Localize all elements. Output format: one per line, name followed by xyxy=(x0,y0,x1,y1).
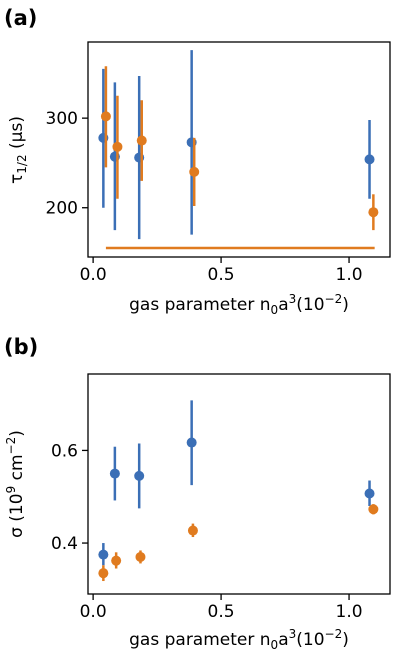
panel-a-x-ticks: 0.0 0.5 1.0 xyxy=(80,257,363,285)
orange-data-point xyxy=(100,111,111,122)
y-tick-label: 0.6 xyxy=(51,441,78,461)
orange-data-point xyxy=(112,141,123,152)
panel-b-y-ticks: 0.4 0.6 xyxy=(51,441,88,554)
panel-a-plot-area xyxy=(98,50,379,250)
blue-data-point xyxy=(364,154,375,165)
x-tick-label: 1.0 xyxy=(336,602,363,622)
blue-data-point xyxy=(134,470,145,481)
blue-data-point xyxy=(186,437,197,448)
orange-data-point xyxy=(98,568,109,579)
x-tick-label: 0.0 xyxy=(80,602,107,622)
orange-data-point xyxy=(111,555,122,566)
panel-a-x-axis-label: gas parameter n0a3(10−2) xyxy=(129,292,349,317)
blue-data-point xyxy=(109,468,120,479)
panel-a-y-axis-label: τ1/2 (μs) xyxy=(7,116,29,184)
orange-data-point xyxy=(189,166,200,177)
panel-b-plot-area xyxy=(98,400,379,582)
y-tick-label: 200 xyxy=(46,199,78,219)
blue-data-point xyxy=(98,549,109,560)
x-tick-label: 0.5 xyxy=(208,602,235,622)
panel-b-x-ticks: 0.0 0.5 1.0 xyxy=(80,594,363,622)
orange-data-point xyxy=(135,551,146,562)
panel-a-frame xyxy=(87,41,391,258)
x-tick-label: 1.0 xyxy=(336,265,363,285)
panel-a-label: (a) xyxy=(4,6,37,30)
panel-b-frame xyxy=(87,373,391,595)
orange-data-point xyxy=(368,207,379,218)
y-tick-label: 0.4 xyxy=(51,534,78,554)
panel-b-y-axis-label: σ (109 cm−2) xyxy=(4,430,27,538)
y-tick-label: 300 xyxy=(46,109,78,129)
panel-b-x-axis-label: gas parameter n0a3(10−2) xyxy=(129,627,349,652)
panel-a: (a) 0.0 0.5 1.0 200 300 gas parameter n0a3(… xyxy=(4,6,391,317)
panel-a-y-ticks: 200 300 xyxy=(46,109,88,219)
orange-data-point xyxy=(187,525,198,536)
orange-data-point xyxy=(136,135,147,146)
panel-b-label: (b) xyxy=(4,335,38,359)
blue-data-point xyxy=(364,488,375,499)
x-tick-label: 0.0 xyxy=(80,265,107,285)
orange-data-point xyxy=(368,504,379,515)
x-tick-label: 0.5 xyxy=(208,265,235,285)
panel-b: (b) 0.0 0.5 1.0 0.4 0.6 gas parameter n0a3(… xyxy=(4,335,391,652)
